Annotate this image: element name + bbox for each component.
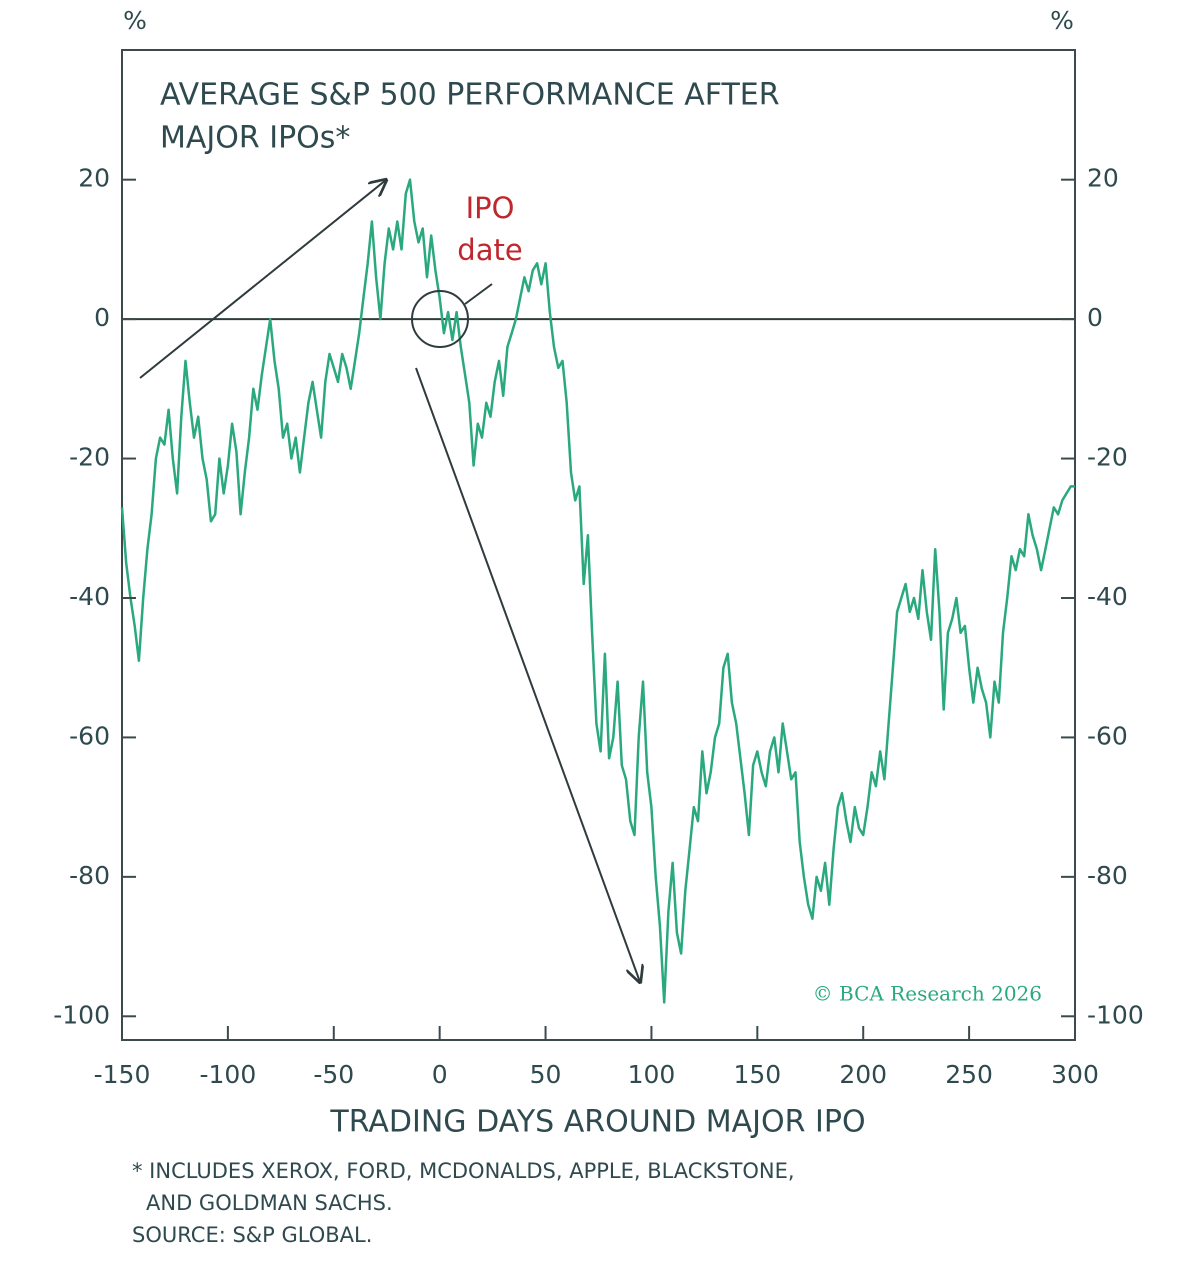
x-axis-label: TRADING DAYS AROUND MAJOR IPO bbox=[329, 1105, 865, 1140]
y2-tick-label: 0 bbox=[1087, 303, 1103, 332]
y-tick-label: -100 bbox=[53, 1000, 110, 1029]
x-tick-label: 50 bbox=[530, 1060, 562, 1089]
data-line bbox=[120, 178, 1075, 1004]
x-tick-label: -150 bbox=[94, 1060, 151, 1089]
y2-tick-label: 20 bbox=[1087, 164, 1119, 193]
y2-tick-label: -60 bbox=[1087, 721, 1128, 750]
x-tick-label: 300 bbox=[1051, 1060, 1099, 1089]
annotation: IPO bbox=[466, 191, 515, 225]
y-tick-label: 20 bbox=[78, 164, 110, 193]
x-tick-label: 100 bbox=[628, 1060, 676, 1089]
y2-unit: % bbox=[1050, 6, 1074, 35]
x-tick-label: -50 bbox=[313, 1060, 354, 1089]
leader-line bbox=[464, 283, 493, 305]
y2-tick-label: -20 bbox=[1087, 443, 1128, 472]
y-tick-label: 0 bbox=[94, 303, 110, 332]
annotation: date bbox=[457, 233, 522, 267]
y2-tick-label: -100 bbox=[1087, 1000, 1144, 1029]
footnote: SOURCE: S&P GLOBAL. bbox=[132, 1223, 372, 1247]
y2-tick-label: -80 bbox=[1087, 861, 1128, 890]
y-tick-label: -80 bbox=[69, 861, 110, 890]
y-tick-label: -60 bbox=[69, 721, 110, 750]
y-unit: % bbox=[123, 6, 147, 35]
x-tick-label: 0 bbox=[432, 1060, 448, 1089]
arrow bbox=[139, 180, 386, 379]
x-tick-label: 150 bbox=[733, 1060, 781, 1089]
y-tick-label: -20 bbox=[69, 443, 110, 472]
annotation-shapes bbox=[139, 180, 640, 982]
y2-tick-label: -40 bbox=[1087, 582, 1128, 611]
arrow bbox=[415, 367, 640, 982]
ipo-circle bbox=[411, 290, 469, 348]
x-tick-label: 200 bbox=[839, 1060, 887, 1089]
chart-title: AVERAGE S&P 500 PERFORMANCE AFTER bbox=[160, 78, 780, 113]
watermark: © BCA Research 2026 bbox=[813, 982, 1042, 1006]
y-tick-label: -40 bbox=[69, 582, 110, 611]
footnote: * INCLUDES XEROX, FORD, MCDONALDS, APPLE… bbox=[132, 1159, 795, 1183]
x-tick-label: 250 bbox=[945, 1060, 993, 1089]
plot-frame bbox=[121, 49, 1076, 1041]
x-tick-label: -100 bbox=[200, 1060, 257, 1089]
chart-title: MAJOR IPOs* bbox=[160, 121, 350, 156]
footnote: AND GOLDMAN SACHS. bbox=[146, 1191, 393, 1215]
